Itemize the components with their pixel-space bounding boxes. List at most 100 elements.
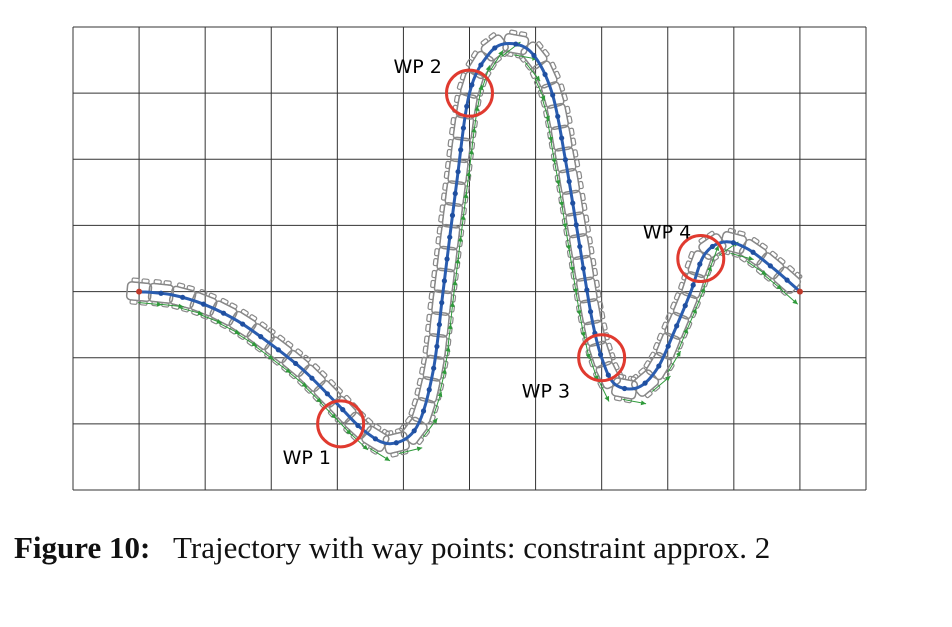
trajectory-dot: [452, 190, 458, 197]
trajectory-dot: [580, 265, 586, 271]
trajectory-dot: [542, 71, 548, 78]
trajectory-dot: [682, 303, 688, 309]
trajectory-dot: [180, 294, 186, 300]
heading-arrow: [138, 301, 163, 307]
trajectory-dot: [441, 278, 447, 284]
trajectory-dot: [767, 263, 773, 269]
waypoint-label: WP 1: [283, 447, 331, 469]
trajectory-dot: [690, 282, 696, 288]
heading-arrow: [288, 371, 308, 388]
trajectory-dot: [665, 343, 671, 349]
waypoint-label: WP 3: [522, 381, 570, 403]
heading-arrow: [564, 226, 571, 251]
heading-arrow: [779, 287, 799, 305]
heading-arrow: [489, 50, 504, 72]
vehicle-footprint: [382, 427, 411, 458]
trajectory-dot: [340, 407, 346, 413]
heading-arrow: [218, 322, 241, 335]
heading-arrow: [477, 84, 484, 109]
heading-arrow: [452, 280, 458, 305]
trajectory-dot: [309, 375, 315, 381]
trajectory-dot: [642, 380, 648, 386]
heading-arrow: [709, 245, 720, 269]
heading-arrow: [444, 346, 451, 371]
caption-lead: Figure 10:: [14, 530, 151, 565]
trajectory-dot: [562, 157, 569, 163]
heading-arrow: [622, 398, 647, 406]
heading-arrows: [138, 41, 799, 462]
heading-arrow: [369, 447, 391, 462]
trajectory-dot: [439, 300, 445, 306]
trajectory-dot: [431, 365, 437, 371]
trajectory-dot: [240, 321, 246, 327]
trajectory-dot: [393, 440, 399, 446]
heading-arrow: [398, 446, 423, 454]
waypoint-circles: [316, 68, 726, 449]
trajectory-dot: [531, 52, 537, 59]
trajectory-dot: [200, 301, 207, 307]
trajectory-dot: [566, 178, 572, 185]
heading-arrow: [534, 78, 546, 102]
heading-arrow: [746, 260, 767, 276]
heading-arrow: [468, 149, 474, 174]
trajectory-dot: [570, 200, 576, 206]
heading-arrow: [597, 379, 610, 402]
heading-arrow: [471, 127, 477, 152]
waypoint-circle: [445, 68, 494, 118]
trajectory-figure: WP 1 WP 2 WP 3 WP 4: [72, 26, 867, 491]
heading-arrow: [439, 368, 447, 393]
figure-caption: Figure 10: Trajectory with way points: c…: [14, 528, 938, 568]
waypoint-label: WP 4: [643, 222, 691, 244]
trajectory-dot: [784, 277, 790, 283]
trajectory-dot: [458, 147, 464, 153]
trajectory-dot: [674, 323, 680, 329]
waypoint-circle: [577, 333, 627, 383]
trajectory-dot: [293, 360, 299, 367]
heading-arrow: [460, 214, 466, 239]
trajectory-dot: [478, 62, 484, 68]
heading-arrow: [447, 323, 453, 348]
waypoint-labels: WP 1 WP 2 WP 3 WP 4: [283, 56, 692, 469]
heading-arrow: [199, 313, 223, 324]
heading-arrow: [422, 417, 438, 438]
trajectory-dot: [449, 212, 456, 218]
trajectory-dot: [697, 261, 703, 267]
trajectory-dot: [436, 321, 442, 328]
heading-arrow: [465, 171, 472, 196]
heading-arrow: [557, 183, 564, 208]
heading-arrow: [454, 258, 461, 283]
heading-arrow: [449, 301, 455, 326]
trajectory-dot: [460, 125, 467, 131]
trajectory-dot: [621, 385, 628, 392]
heading-arrow: [694, 287, 706, 310]
trajectory-dot: [324, 391, 330, 397]
trajectory-dots: [136, 41, 803, 446]
plot-grid: [72, 26, 867, 491]
trajectory-dot: [464, 103, 470, 109]
trajectory-dot: [577, 243, 583, 250]
heading-arrow: [667, 350, 682, 372]
heading-arrow: [236, 332, 258, 347]
heading-arrow: [730, 252, 754, 261]
trajectory-dot: [513, 41, 519, 47]
trajectory-dot: [220, 310, 227, 316]
trajectory-dot: [258, 334, 264, 340]
trajectory-dot: [372, 436, 379, 442]
trajectory-dot: [584, 287, 590, 293]
waypoint-circle: [316, 399, 366, 449]
heading-arrow: [575, 291, 582, 316]
trajectory-dot: [426, 387, 432, 393]
trajectory-dot: [587, 309, 594, 315]
heading-arrow: [473, 105, 480, 130]
heading-arrow: [179, 307, 204, 316]
trajectory-dot: [420, 408, 427, 414]
trajectory-dot: [158, 290, 164, 296]
trajectory-dot: [275, 347, 281, 353]
heading-arrow: [651, 375, 671, 392]
trajectory-dot: [709, 243, 716, 250]
trajectory-dot: [447, 234, 453, 240]
trajectory-dot: [434, 343, 440, 350]
trajectory-dot: [573, 222, 579, 228]
trajectory-dot: [597, 351, 604, 358]
start-marker: [136, 288, 143, 295]
